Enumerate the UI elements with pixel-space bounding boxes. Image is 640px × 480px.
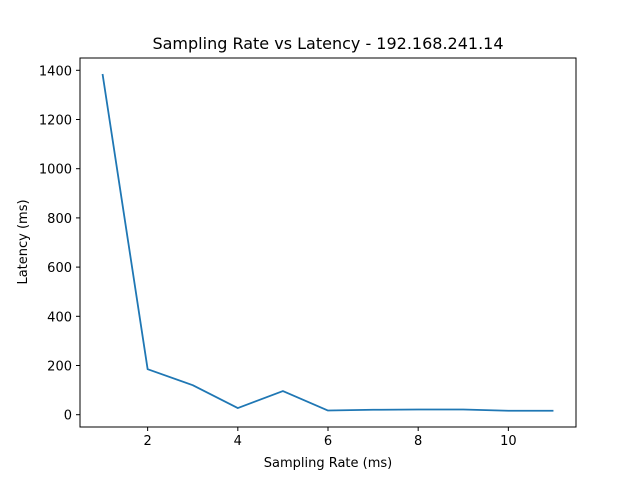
x-tick-label: 8 xyxy=(414,434,422,449)
y-tick-label: 800 xyxy=(47,212,72,227)
x-tick-label: 6 xyxy=(324,434,332,449)
y-axis-label: Latency (ms) xyxy=(16,199,31,284)
y-tick-label: 1400 xyxy=(39,64,72,79)
y-axis-ticks: 0 200 400 600 800 1000 1200 1400 xyxy=(39,64,80,424)
y-tick-label: 200 xyxy=(47,360,72,375)
x-axis-ticks: 2 4 6 8 10 xyxy=(143,427,517,449)
chart-title: Sampling Rate vs Latency - 192.168.241.1… xyxy=(152,34,503,53)
y-tick-label: 600 xyxy=(47,261,72,276)
x-axis-label: Sampling Rate (ms) xyxy=(264,456,393,471)
x-tick-label: 10 xyxy=(500,434,517,449)
y-tick-label: 1000 xyxy=(39,163,72,178)
y-tick-label: 400 xyxy=(47,310,72,325)
x-tick-label: 4 xyxy=(234,434,242,449)
y-tick-label: 0 xyxy=(64,409,72,424)
series-line-latency xyxy=(101,73,554,412)
y-tick-label: 1200 xyxy=(39,114,72,129)
x-tick-label: 2 xyxy=(143,434,151,449)
